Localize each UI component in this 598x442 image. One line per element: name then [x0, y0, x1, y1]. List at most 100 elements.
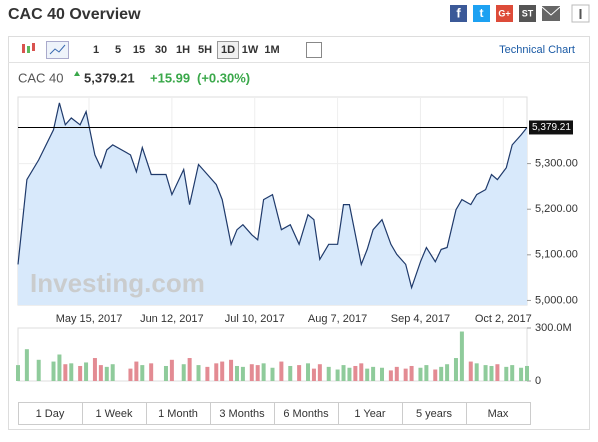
- interval-button[interactable]: 1W: [242, 44, 259, 56]
- share-email[interactable]: [542, 6, 560, 21]
- volume-bar: [51, 361, 56, 381]
- volume-bar: [489, 365, 494, 381]
- instrument-name: CAC 40: [18, 70, 64, 85]
- volume-bar: [128, 368, 133, 381]
- volume-bar: [474, 363, 479, 381]
- volume-bar: [36, 359, 41, 381]
- volume-bar: [63, 364, 68, 381]
- x-tick-label: Aug 7, 2017: [308, 313, 367, 325]
- volume-bar: [163, 365, 168, 381]
- active-interval: [217, 41, 239, 59]
- volume-bar: [181, 364, 186, 381]
- volume-bar: [394, 366, 399, 381]
- volume-bar: [196, 365, 201, 381]
- volume-bar: [270, 367, 275, 381]
- share-stocktwits[interactable]: [519, 5, 536, 22]
- volume-bar: [78, 365, 83, 381]
- last-price: 5,379.21: [84, 70, 135, 85]
- interval-button[interactable]: 5H: [198, 44, 212, 56]
- volume-bar: [149, 363, 154, 381]
- settings-icon[interactable]: [306, 42, 322, 58]
- volume-bar: [240, 366, 245, 381]
- volume-bar: [335, 369, 340, 381]
- share-facebook[interactable]: [450, 5, 467, 22]
- area-fill: [18, 102, 527, 306]
- volume-bar: [468, 361, 473, 381]
- volume-bar: [57, 354, 62, 381]
- volume-bar: [371, 366, 376, 381]
- volume-bar: [504, 366, 509, 381]
- x-tick-label: Jul 10, 2017: [225, 313, 285, 325]
- y-tick-label: 5,300.00: [535, 158, 578, 170]
- interval-button[interactable]: 1H: [176, 44, 190, 56]
- watermark: Investing.com: [30, 268, 205, 298]
- interval-button[interactable]: 1M: [264, 44, 279, 56]
- x-tick-label: Jun 12, 2017: [140, 313, 204, 325]
- candle-icon[interactable]: [22, 43, 35, 53]
- volume-bar: [16, 365, 20, 381]
- volume-bar: [483, 365, 488, 381]
- volume-bar: [69, 363, 74, 381]
- technical-chart-link[interactable]: Technical Chart: [499, 44, 575, 56]
- range-label: 5 years: [416, 408, 453, 420]
- volume-bar: [317, 364, 322, 381]
- range-label: 1 Month: [158, 408, 198, 420]
- volume-bar: [433, 369, 438, 381]
- interval-button[interactable]: 1D: [221, 44, 235, 56]
- interval-group: 1 5 15 30 1H 5H 1D 1W 1M: [93, 41, 280, 59]
- x-tick-label: Oct 2, 2017: [475, 313, 532, 325]
- interval-button[interactable]: 30: [155, 44, 167, 56]
- volume-bar: [249, 364, 254, 381]
- range-label: Max: [488, 408, 509, 420]
- volume-bar: [306, 363, 311, 381]
- volume-bar: [326, 366, 331, 381]
- interval-button[interactable]: 5: [115, 44, 121, 56]
- volume-bar: [288, 365, 293, 381]
- volume-bar: [104, 366, 109, 381]
- volume-bar: [424, 365, 429, 381]
- line-icon[interactable]: [46, 41, 69, 59]
- volume-bar: [510, 365, 515, 381]
- volume-bar: [347, 367, 352, 381]
- change-percent: (+0.30%): [197, 70, 250, 85]
- last-price-badge: [529, 120, 573, 135]
- x-tick-label: Sep 4, 2017: [391, 313, 450, 325]
- volume-bar: [297, 365, 302, 381]
- volume-bar: [187, 358, 192, 381]
- interval-button[interactable]: 1: [93, 44, 99, 56]
- share-google[interactable]: [496, 5, 513, 22]
- volume-bar: [445, 364, 450, 381]
- line-glyph: [49, 44, 66, 55]
- y-tick-label: 5,000.00: [535, 294, 578, 306]
- share-label: t: [480, 6, 484, 20]
- volume-bar: [98, 365, 103, 381]
- range-group: 1 Day 1 Week 1 Month 3 Months 6 Months 1 Year…: [18, 402, 531, 425]
- change: +15.99: [150, 70, 190, 85]
- volume-bar: [353, 365, 358, 381]
- volume-bar: [110, 364, 115, 381]
- share-twitter[interactable]: [473, 5, 490, 22]
- volume-bar: [365, 368, 370, 381]
- volume-bar: [24, 349, 29, 381]
- volume-bar: [359, 363, 364, 381]
- range-button[interactable]: [466, 402, 531, 425]
- volume-bar: [403, 368, 408, 381]
- volume-bar: [311, 368, 316, 381]
- y-tick-label: 0: [535, 375, 541, 387]
- interval-button[interactable]: 15: [133, 44, 145, 56]
- chart-panel: [8, 36, 590, 430]
- volume-bar: [229, 359, 234, 381]
- volume-bar: [169, 359, 174, 381]
- volume-bar: [140, 365, 145, 381]
- volume-bar: [279, 361, 284, 381]
- volume-bar: [459, 331, 464, 381]
- share-label: f: [456, 5, 461, 20]
- range-label: 3 Months: [219, 408, 265, 420]
- y-tick-label: 5,200.00: [535, 203, 578, 215]
- volume-bar: [205, 366, 210, 381]
- volume-bar: [453, 358, 458, 381]
- range-label: 1 Day: [36, 408, 65, 420]
- volume-bar: [495, 364, 500, 381]
- volume-bar: [439, 366, 444, 381]
